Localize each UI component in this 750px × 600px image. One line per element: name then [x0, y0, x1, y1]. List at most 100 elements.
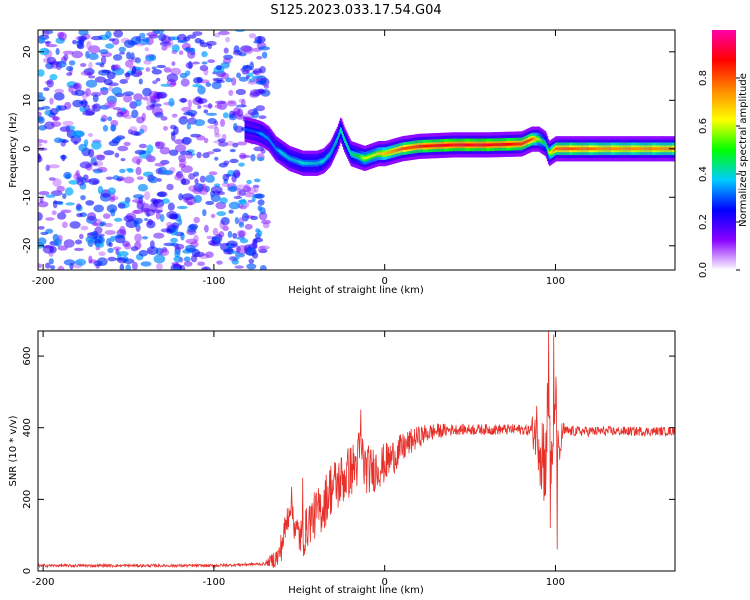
noise-blob [38, 69, 45, 77]
noise-blob [178, 50, 184, 55]
noise-blob [220, 217, 230, 226]
ridge-cell [305, 161, 307, 165]
ridge-cell [331, 148, 334, 152]
noise-blob [134, 57, 141, 64]
noise-blob [220, 118, 225, 127]
noise-blob [140, 261, 152, 267]
noise-blob [150, 96, 161, 103]
noise-blob [93, 218, 103, 227]
ridge-cell [488, 143, 490, 147]
noise-blob [146, 98, 152, 106]
noise-blob [78, 30, 89, 36]
noise-blob [50, 265, 56, 270]
noise-blob [48, 164, 60, 169]
ridge-cell [448, 143, 450, 147]
ridge-cell [557, 147, 559, 151]
ridge-cell [573, 147, 575, 151]
noise-blob [226, 101, 237, 107]
ridge-cell [271, 141, 273, 145]
ridge-cell [307, 161, 309, 165]
ridge-cell [316, 161, 318, 165]
noise-blob [85, 79, 98, 88]
ridge-cell [439, 144, 441, 147]
noise-blob [38, 116, 45, 124]
ridge-cell [587, 147, 590, 151]
noise-blob [180, 150, 192, 156]
noise-blob [88, 61, 93, 70]
noise-blob [257, 205, 263, 211]
ridge-cell [579, 147, 582, 151]
ridge-cell [255, 130, 258, 134]
noise-blob [207, 103, 213, 109]
ridge-cell [337, 134, 340, 138]
ridge-cell [354, 153, 356, 157]
noise-blob [38, 201, 49, 208]
noise-blob [88, 148, 95, 158]
noise-blob [123, 39, 135, 48]
noise-blob [178, 163, 186, 168]
noise-blob [94, 76, 107, 83]
ridge-cell [247, 128, 250, 132]
ridge-cell [545, 144, 548, 148]
noise-blob [261, 219, 271, 225]
noise-blob [205, 251, 214, 258]
ridge-cell [295, 159, 298, 163]
ridge-cell [311, 161, 313, 165]
noise-blob [68, 60, 76, 66]
ridge-cell [656, 147, 658, 151]
ridge-cell [525, 140, 527, 144]
ridge-cell [527, 139, 529, 143]
noise-blob [211, 81, 222, 90]
ridge-cell [638, 147, 640, 151]
ridge-cell [267, 136, 269, 140]
colorbar-tick-label: 0.2 [698, 214, 709, 230]
noise-blob [177, 205, 188, 210]
ridge-cell [491, 143, 493, 147]
noise-blob [213, 120, 219, 127]
ridge-cell [435, 144, 437, 148]
ridge-cell [249, 129, 252, 133]
noise-blob [257, 245, 267, 254]
noise-blob [100, 104, 110, 110]
noise-blob [203, 68, 209, 76]
noise-blob [127, 168, 134, 173]
noise-blob [236, 141, 248, 146]
ridge-cell [339, 128, 342, 132]
ridge-cell [475, 143, 477, 147]
ridge-cell [391, 150, 393, 154]
ridge-cell [591, 147, 593, 151]
noise-blob [88, 45, 101, 54]
ridge-cell [355, 153, 357, 157]
ridge-cell [572, 147, 574, 151]
y-tick-label: 600 [22, 347, 33, 366]
ridge-cell [330, 150, 333, 154]
noise-blob [109, 197, 116, 202]
noise-blob [205, 200, 215, 206]
ridge-cell [366, 156, 368, 160]
colorbar-tick-label: 0.6 [698, 118, 709, 134]
ridge-cell [526, 140, 528, 143]
noise-blob [136, 116, 145, 124]
ridge-cell [540, 139, 543, 143]
ridge-cell [571, 147, 573, 151]
noise-blob [254, 193, 265, 199]
colorbar-label: Normalized spectral amplitude [738, 73, 749, 227]
noise-blob [80, 63, 87, 67]
ridge-cell [554, 148, 556, 152]
ridge-cell [302, 161, 304, 165]
noise-blob [192, 31, 203, 36]
colorbar-tick-label: 0.4 [698, 166, 709, 182]
ridge-cell [576, 147, 578, 151]
noise-blob [130, 130, 140, 136]
ridge-cell [381, 152, 384, 156]
ridge-cell [394, 149, 396, 153]
ridge-cell [560, 147, 562, 151]
ridge-cell [592, 147, 594, 151]
noise-blob [122, 240, 130, 247]
noise-blob [104, 102, 112, 109]
ridge-cell [648, 147, 650, 151]
noise-blob [125, 60, 134, 68]
ridge-cell [652, 147, 654, 151]
ridge-cell [486, 143, 488, 147]
noise-blob [228, 201, 241, 210]
